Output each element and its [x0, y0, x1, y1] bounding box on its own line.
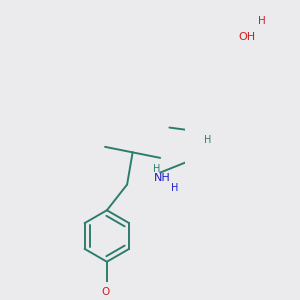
- Text: O: O: [102, 286, 110, 297]
- Text: OH: OH: [238, 32, 255, 43]
- Text: H: H: [204, 135, 212, 146]
- Text: NH: NH: [154, 173, 170, 183]
- Text: H: H: [153, 164, 160, 174]
- Text: H: H: [171, 183, 178, 193]
- Text: H: H: [258, 16, 266, 26]
